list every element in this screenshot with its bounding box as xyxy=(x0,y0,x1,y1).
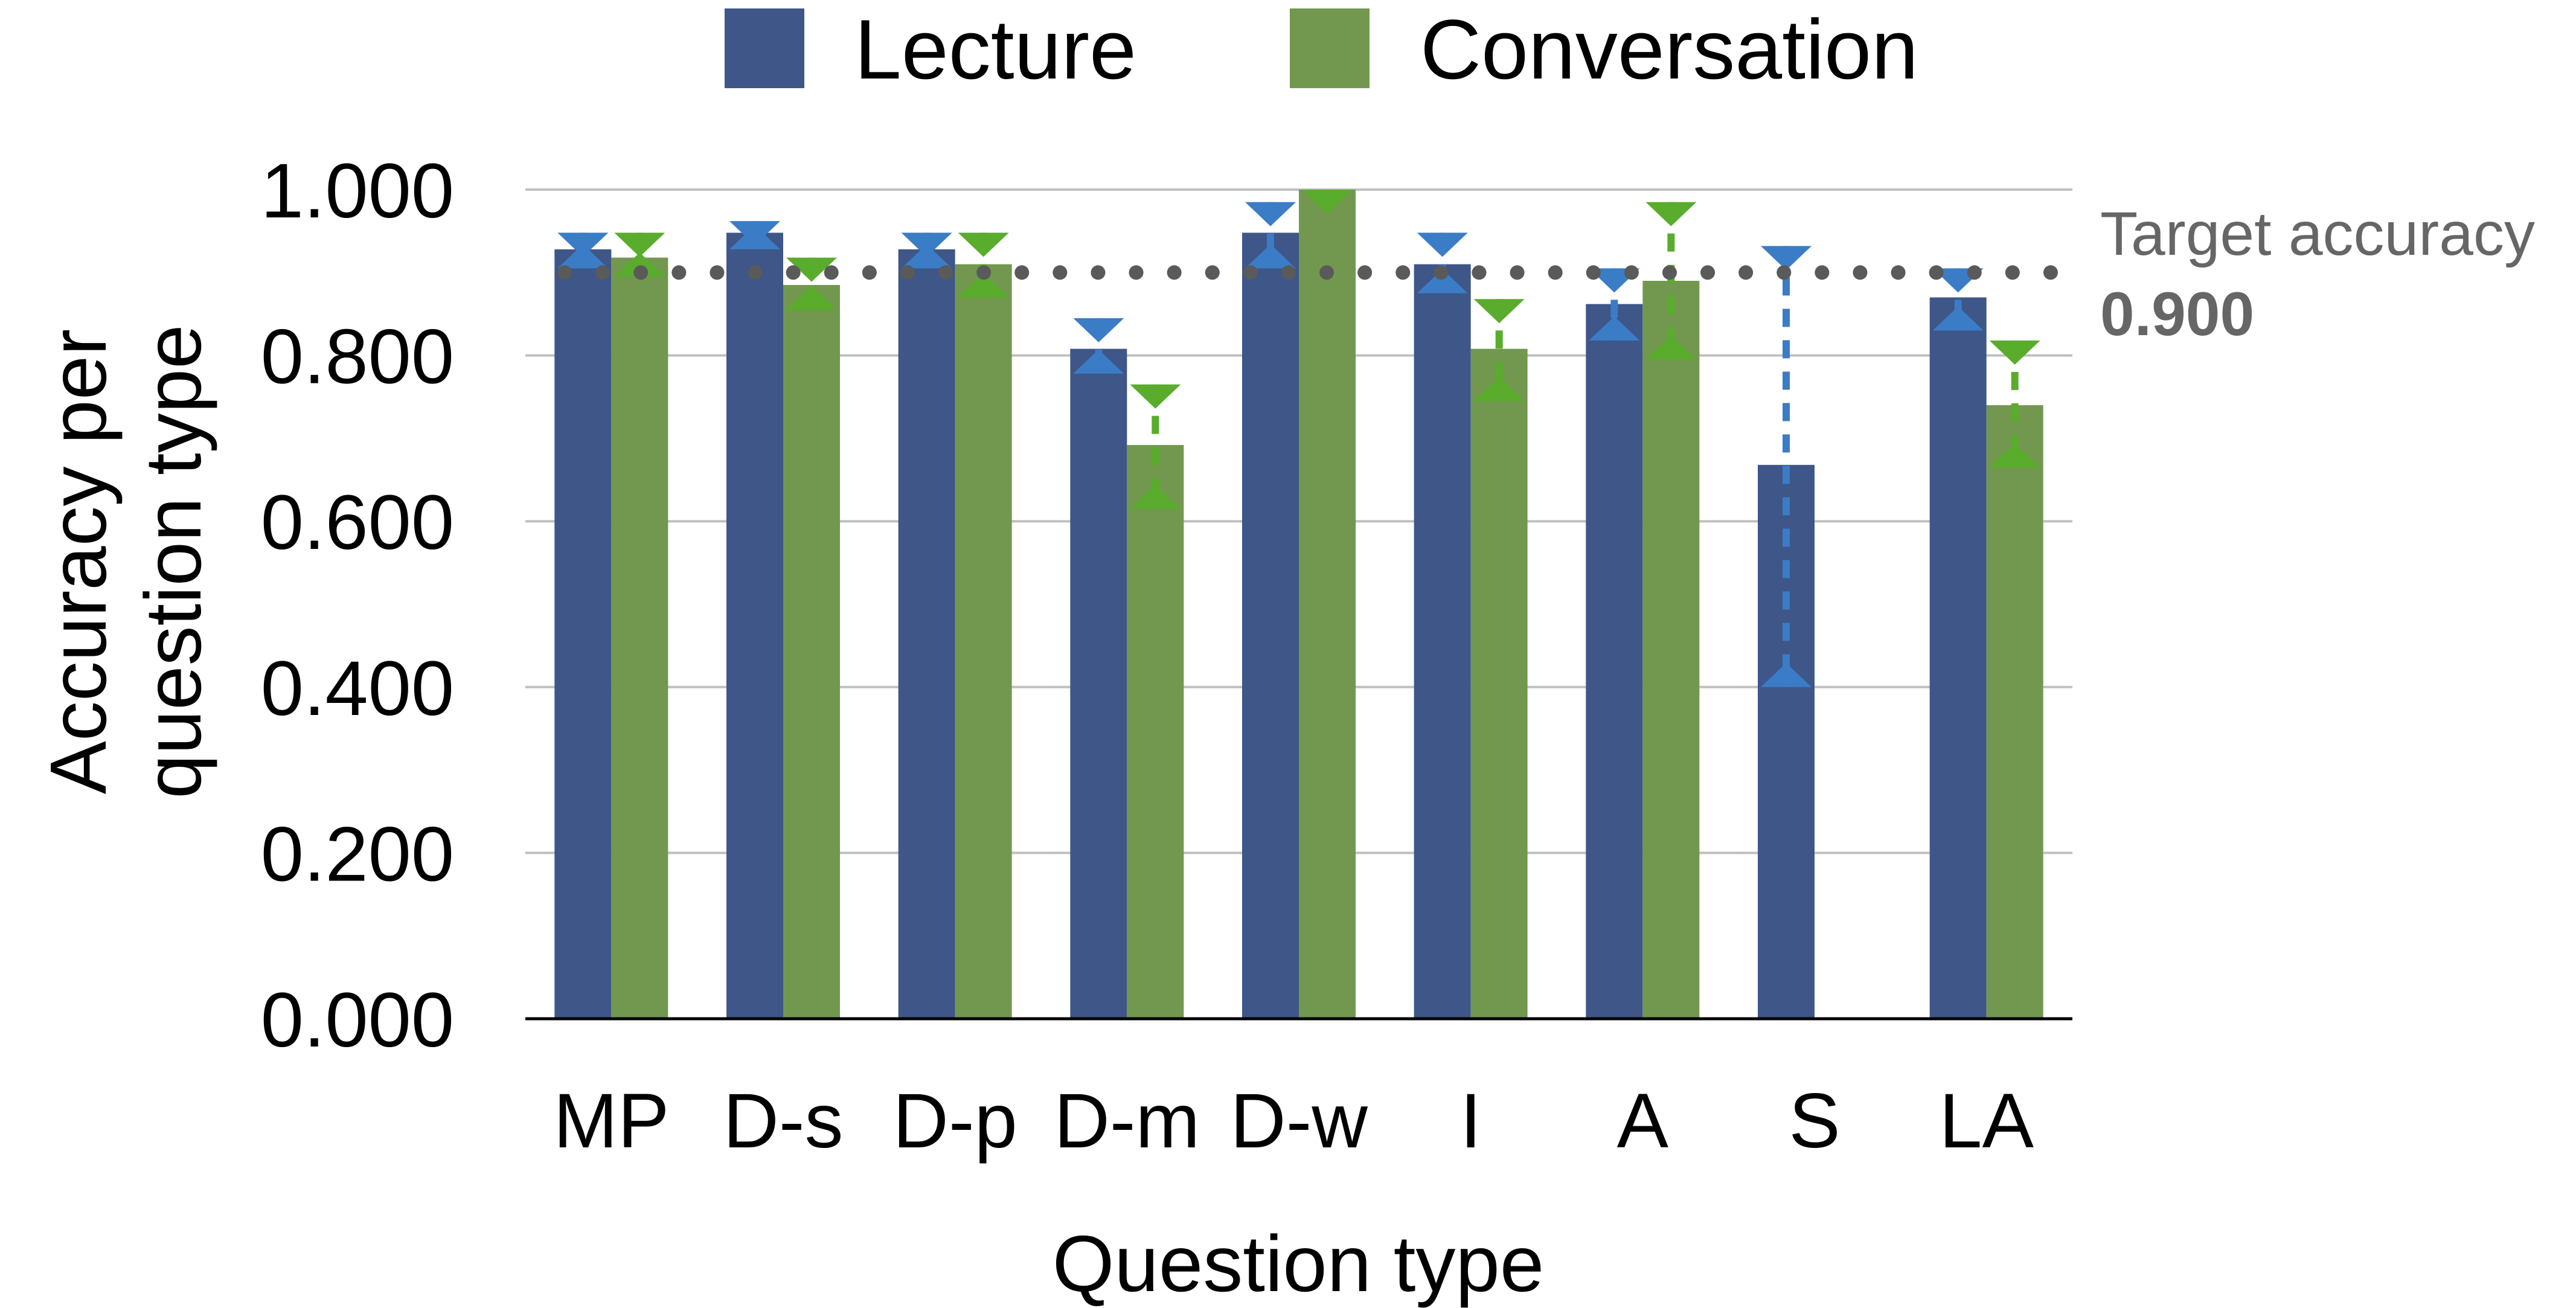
error-cap-lower xyxy=(614,252,665,277)
error-bars xyxy=(557,190,2040,687)
bar-lecture-I xyxy=(1414,264,1471,1019)
error-cap-upper xyxy=(786,257,837,282)
y-tick-label: 0.600 xyxy=(261,479,454,566)
bar-lecture-D-p xyxy=(898,249,955,1019)
error-cap-lower xyxy=(1073,349,1124,374)
y-tick-label: 1.000 xyxy=(261,148,454,234)
y-tick-label: 0.400 xyxy=(261,646,454,732)
bar-conversation-D-m xyxy=(1127,444,1184,1019)
error-cap-lower xyxy=(1589,316,1640,341)
x-tick-label: LA xyxy=(1939,1078,2034,1164)
x-tick-label: D-s xyxy=(723,1078,843,1164)
error-cap-upper xyxy=(1245,202,1296,226)
error-cap-upper xyxy=(1473,299,1525,324)
x-tick-label: D-m xyxy=(1054,1078,1200,1164)
error-cap-upper xyxy=(1302,190,1353,214)
bar-lecture-D-s xyxy=(726,232,783,1019)
bars xyxy=(554,190,2043,1019)
x-tick-label: D-w xyxy=(1230,1078,1368,1164)
error-cap-lower xyxy=(1932,306,1984,331)
error-cap-upper xyxy=(1130,384,1181,409)
legend-label-lecture: Lecture xyxy=(854,2,1136,97)
legend: Lecture Conversation xyxy=(725,2,1918,97)
error-cap-lower xyxy=(1417,269,1468,293)
legend-swatch-conversation xyxy=(1290,8,1370,88)
bar-lecture-S xyxy=(1758,464,1815,1019)
error-cap-upper xyxy=(1989,340,2040,365)
bar-lecture-D-w xyxy=(1242,232,1299,1019)
bar-conversation-A xyxy=(1642,281,1700,1019)
bar-lecture-D-m xyxy=(1070,348,1127,1019)
bar-lecture-A xyxy=(1586,304,1643,1019)
target-accuracy-value: 0.900 xyxy=(2100,280,2254,348)
x-tick-label: MP xyxy=(553,1078,669,1164)
x-tick-label: A xyxy=(1617,1078,1669,1164)
error-cap-lower xyxy=(729,225,780,249)
error-cap-upper xyxy=(1073,318,1124,342)
legend-swatch-lecture xyxy=(725,8,804,88)
error-cap-upper xyxy=(1417,232,1468,257)
legend-label-conversation: Conversation xyxy=(1420,2,1918,97)
error-cap-lower xyxy=(786,286,837,310)
y-axis-ticks: 0.000 0.200 0.400 0.600 0.800 1.000 xyxy=(261,148,454,1063)
error-cap-upper xyxy=(958,232,1009,257)
error-cap-lower xyxy=(958,273,1009,298)
bar-conversation-D-p xyxy=(955,264,1012,1019)
y-tick-label: 0.000 xyxy=(261,977,454,1063)
error-cap-upper xyxy=(1645,202,1697,226)
bar-lecture-MP xyxy=(554,249,612,1019)
y-axis-title-line-1: Accuracy per xyxy=(34,329,123,794)
bar-conversation-MP xyxy=(611,257,668,1019)
x-tick-label: I xyxy=(1460,1078,1482,1164)
error-cap-lower xyxy=(1130,484,1181,509)
x-tick-label: S xyxy=(1789,1078,1840,1164)
error-cap-lower xyxy=(901,244,952,269)
target-accuracy-label: Target accuracy xyxy=(2100,199,2535,268)
x-tick-label: D-p xyxy=(893,1078,1017,1164)
error-cap-lower xyxy=(1245,244,1296,269)
error-cap-lower xyxy=(1761,662,1812,687)
x-axis-ticks: MP D-s D-p D-m D-w I A S LA xyxy=(553,1078,2034,1164)
error-cap-upper xyxy=(1761,246,1812,271)
bar-conversation-LA xyxy=(1986,405,2043,1019)
error-cap-lower xyxy=(1989,443,2040,467)
y-tick-label: 0.200 xyxy=(261,811,454,897)
error-cap-upper xyxy=(614,232,665,257)
bar-conversation-D-w xyxy=(1299,190,1356,1019)
y-axis-title: Accuracy per question type xyxy=(34,324,217,798)
x-axis-title: Question type xyxy=(1053,1219,1545,1308)
error-cap-lower xyxy=(557,244,609,269)
error-cap-lower xyxy=(1473,377,1525,402)
bar-lecture-LA xyxy=(1929,297,1987,1019)
y-axis-title-line-2: question type xyxy=(129,324,217,798)
error-cap-lower xyxy=(1645,335,1697,360)
bar-conversation-D-s xyxy=(783,284,840,1019)
y-tick-label: 0.800 xyxy=(261,314,454,400)
bar-conversation-I xyxy=(1470,348,1528,1019)
